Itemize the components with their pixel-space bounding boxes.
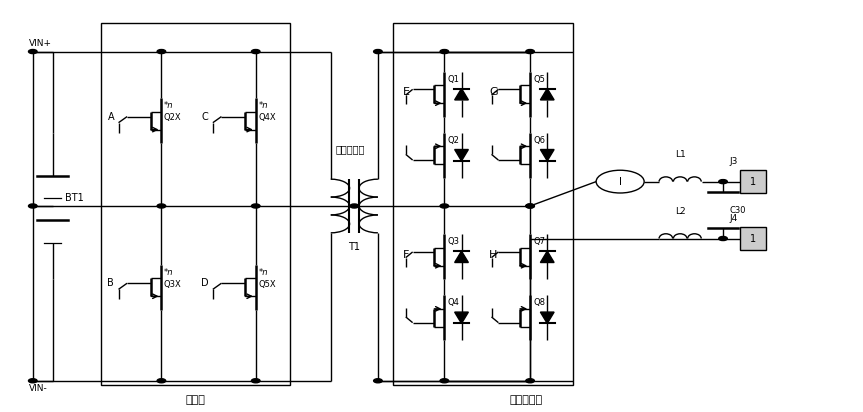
FancyBboxPatch shape (740, 227, 765, 250)
Text: Q1: Q1 (448, 75, 460, 84)
Text: A: A (108, 112, 114, 122)
Text: 电池侧: 电池侧 (186, 395, 205, 405)
Circle shape (251, 379, 260, 383)
Text: Q5: Q5 (533, 75, 545, 84)
Text: C30: C30 (730, 206, 746, 215)
Circle shape (157, 49, 166, 54)
Text: Q4X: Q4X (258, 113, 276, 122)
Circle shape (374, 379, 382, 383)
Text: VIN+: VIN+ (28, 39, 52, 48)
Circle shape (526, 204, 534, 208)
Text: Q6: Q6 (533, 136, 545, 145)
Polygon shape (455, 312, 469, 323)
Text: Q8: Q8 (533, 298, 545, 307)
Text: L1: L1 (675, 150, 685, 159)
Text: H: H (489, 250, 497, 260)
Text: Q3: Q3 (448, 237, 460, 246)
Circle shape (526, 379, 534, 383)
Text: Q2X: Q2X (164, 113, 181, 122)
Text: J3: J3 (729, 157, 738, 166)
Circle shape (350, 204, 359, 208)
FancyBboxPatch shape (740, 171, 765, 193)
Text: D: D (201, 278, 209, 288)
Circle shape (440, 49, 449, 54)
Circle shape (526, 204, 534, 208)
Circle shape (440, 204, 449, 208)
Text: J4: J4 (729, 214, 738, 223)
Bar (393, 23, 573, 385)
Text: F: F (403, 250, 410, 260)
Circle shape (374, 49, 382, 54)
Text: G: G (489, 87, 498, 97)
Text: B: B (108, 278, 114, 288)
Text: *n: *n (164, 268, 173, 277)
Circle shape (440, 379, 449, 383)
Text: BT1: BT1 (65, 193, 83, 203)
Text: *n: *n (258, 268, 268, 277)
Circle shape (157, 204, 166, 208)
Text: *n: *n (164, 101, 173, 110)
Text: T1: T1 (349, 242, 361, 252)
Text: E: E (403, 87, 410, 97)
Polygon shape (455, 150, 469, 161)
Text: Q4: Q4 (448, 298, 460, 307)
Text: 1: 1 (750, 177, 756, 187)
Text: 高频变压器: 高频变压器 (336, 144, 365, 154)
Text: 1: 1 (750, 234, 756, 243)
Text: Q2: Q2 (448, 136, 460, 145)
Polygon shape (540, 312, 554, 323)
Text: Q5X: Q5X (258, 280, 276, 289)
Circle shape (28, 49, 37, 54)
Polygon shape (455, 251, 469, 262)
Text: C: C (202, 112, 209, 122)
Polygon shape (540, 89, 554, 100)
Circle shape (251, 204, 260, 208)
Text: Q7: Q7 (533, 237, 545, 246)
Circle shape (719, 236, 728, 241)
Polygon shape (540, 150, 554, 161)
Bar (101, 23, 290, 385)
Text: 负载充电侧: 负载充电侧 (509, 395, 542, 405)
Text: I: I (619, 177, 621, 187)
Circle shape (719, 180, 728, 184)
Circle shape (526, 49, 534, 54)
Polygon shape (455, 89, 469, 100)
Polygon shape (540, 251, 554, 262)
Circle shape (157, 379, 166, 383)
Circle shape (251, 49, 260, 54)
Text: *n: *n (258, 101, 268, 110)
Text: Q3X: Q3X (164, 280, 182, 289)
Text: VIN-: VIN- (28, 384, 47, 393)
Circle shape (28, 379, 37, 383)
Circle shape (28, 204, 37, 208)
Text: L2: L2 (675, 207, 685, 216)
